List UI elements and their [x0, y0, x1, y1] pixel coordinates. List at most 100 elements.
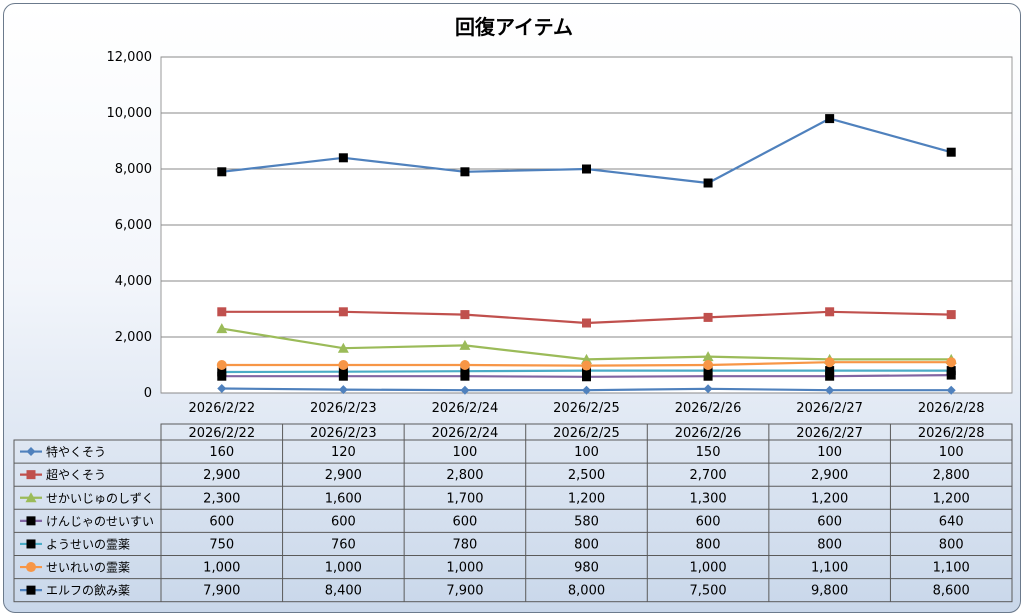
data-point	[824, 357, 835, 368]
data-point	[703, 312, 713, 322]
table-value-cell: 7,900	[446, 584, 483, 599]
data-point	[337, 342, 349, 353]
data-point	[825, 385, 835, 395]
data-point	[460, 310, 470, 320]
legend-key-marker	[26, 585, 36, 595]
table-value-cell: 8,000	[568, 584, 605, 599]
table-value-cell: 600	[453, 514, 478, 529]
chart: 回復アイテム 0 2,000 4,000 6,000 8,000 10,000 12,000…	[13, 15, 1013, 603]
table-body	[13, 439, 1013, 603]
table-value-cell: 800	[696, 537, 721, 552]
y-tick-label: 8,000	[115, 162, 152, 177]
table-value-cell: 600	[331, 514, 356, 529]
data-point	[703, 366, 713, 376]
data-point	[217, 367, 227, 377]
table-value-cell: 600	[817, 514, 842, 529]
data-point	[582, 318, 591, 328]
data-point	[703, 178, 713, 188]
table-value-cell: 2,500	[568, 468, 605, 483]
table-value-cell: 2,300	[203, 491, 240, 506]
data-point	[338, 360, 349, 370]
y-tick-label: 6,000	[115, 218, 152, 233]
data-point	[581, 360, 592, 371]
table-header-cell: 2026/2/22	[188, 426, 255, 441]
table-value-cell: 2,900	[203, 468, 240, 483]
data-point	[460, 167, 470, 177]
legend-key-marker	[26, 562, 36, 573]
table-value-cell: 600	[209, 514, 234, 529]
series-name: エルフの飲み薬	[46, 583, 130, 598]
table-value-cell: 1,000	[446, 561, 483, 576]
data-point	[946, 366, 956, 376]
x-tick-label: 2026/2/23	[310, 401, 377, 416]
x-tick-label: 2026/2/28	[918, 401, 985, 416]
table-header-cell: 2026/2/25	[553, 426, 620, 441]
table-value-cell: 640	[939, 514, 964, 529]
data-point	[217, 307, 227, 317]
x-tick-label: 2026/2/27	[796, 401, 863, 416]
data-point	[582, 366, 591, 376]
table-value-cell: 800	[817, 537, 842, 552]
table-value-cell: 100	[574, 445, 599, 460]
data-point	[825, 114, 835, 124]
legend-key-marker	[25, 492, 37, 503]
legend-key-marker	[26, 470, 36, 480]
data-point	[703, 384, 713, 394]
data-point	[582, 164, 591, 174]
table-value-cell: 7,500	[689, 584, 726, 599]
table-value-cell: 800	[939, 537, 964, 552]
series-name: せかいじゅのしずく	[46, 491, 154, 505]
table-value-cell: 1,000	[325, 561, 362, 576]
data-point	[702, 351, 714, 362]
table-header-cell: 2026/2/27	[796, 426, 863, 441]
y-axis: 0 2,000 4,000 6,000 8,000 10,000 12,000	[107, 50, 153, 401]
table-value-cell: 7,900	[203, 584, 240, 599]
data-point	[946, 385, 956, 395]
table-header-cell: 2026/2/24	[432, 426, 499, 441]
table-value-cell: 100	[817, 445, 842, 460]
table-value-cell: 100	[939, 445, 964, 460]
x-tick-label: 2026/2/25	[553, 401, 620, 416]
table-value-cell: 8,600	[933, 584, 970, 599]
table-value-cell: 1,000	[203, 561, 240, 576]
table-value-cell: 1,600	[325, 491, 362, 506]
data-point	[459, 360, 470, 370]
data-point	[825, 307, 835, 317]
data-point	[946, 310, 956, 320]
table-value-cell: 100	[453, 445, 478, 460]
data-point	[216, 323, 228, 334]
series-name: けんじゃのせいすい	[46, 514, 154, 528]
table-value-cell: 600	[696, 514, 721, 529]
data-point	[460, 385, 470, 395]
x-tick-label: 2026/2/24	[432, 401, 499, 416]
table-value-cell: 9,800	[811, 584, 848, 599]
data-point	[217, 384, 227, 394]
x-tick-label: 2026/2/26	[675, 401, 742, 416]
x-tick-label: 2026/2/22	[188, 401, 255, 416]
data-point	[703, 371, 713, 381]
table-header-cell: 2026/2/23	[310, 426, 377, 441]
series-name: 特やくそう	[46, 444, 106, 459]
table-value-cell: 150	[696, 445, 721, 460]
chart-frame: 回復アイテム 0 2,000 4,000 6,000 8,000 10,000 12,000…	[3, 3, 1021, 613]
chart-title: 回復アイテム	[455, 15, 573, 39]
table-value-cell: 1,100	[811, 561, 848, 576]
legend-key-marker	[26, 447, 36, 457]
table-value-cell: 2,800	[446, 468, 483, 483]
table-value-cell: 580	[574, 514, 599, 529]
series-markers	[216, 114, 957, 395]
data-point	[460, 371, 470, 381]
table-header-cell: 2026/2/28	[918, 426, 985, 441]
data-point	[825, 371, 835, 381]
table-value-cell: 1,200	[811, 491, 848, 506]
data-point	[703, 360, 714, 370]
table-value-cell: 800	[574, 537, 599, 552]
data-point	[460, 366, 470, 376]
data-point	[946, 357, 957, 368]
data-point	[582, 372, 591, 382]
data-point	[338, 153, 348, 163]
table-value-cell: 1,300	[689, 491, 726, 506]
table-value-cell: 980	[574, 561, 599, 576]
table-value-cell: 760	[331, 537, 356, 552]
y-tick-label: 0	[144, 386, 152, 401]
